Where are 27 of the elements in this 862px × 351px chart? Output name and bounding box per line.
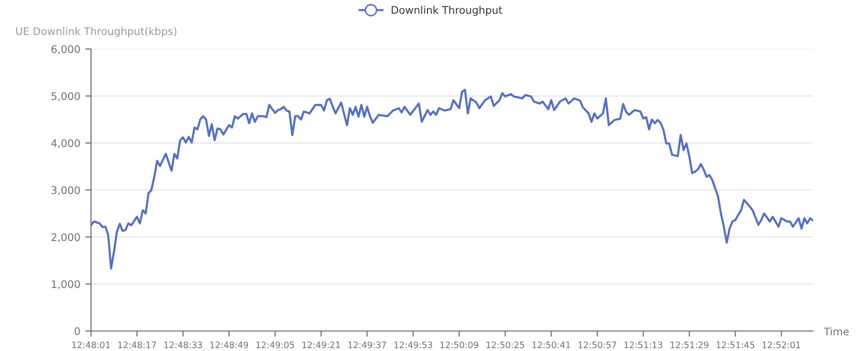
y-tick-label: 3,000 (52, 186, 80, 196)
x-tick-label: 12:48:17 (118, 342, 156, 348)
x-tick-label: 12:49:53 (394, 342, 432, 348)
x-tick-label: 12:49:21 (302, 342, 340, 348)
y-tick-label: 1,000 (52, 280, 80, 290)
x-tick-label: 12:50:57 (578, 342, 616, 348)
x-tick-label: 12:51:29 (670, 342, 708, 348)
y-tick-label: 6,000 (51, 45, 80, 54)
x-axis-title: Time (824, 327, 849, 336)
y-tick-label: 4,000 (51, 139, 80, 148)
line-series (91, 88, 813, 270)
x-tick-label: 12:51:45 (716, 342, 754, 348)
x-tick-label: 12:50:25 (486, 342, 524, 348)
x-tick-label: 12:48:33 (164, 342, 202, 348)
x-tick-label: 12:48:49 (210, 342, 248, 348)
x-tick-label: 12:49:37 (348, 342, 386, 348)
x-tick-label: 12:52:01 (762, 342, 800, 348)
y-tick-label: 2,000 (52, 233, 80, 242)
x-tick-label: 12:50:09 (440, 342, 478, 348)
x-tick-label: 12:51:13 (624, 342, 662, 348)
y-axis-title: UE Downlink Throughput(kbps) (16, 27, 176, 38)
legend-label: Downlink Throughput (392, 6, 502, 16)
y-tick-label: 0 (74, 327, 80, 336)
x-tick-label: 12:48:01 (72, 342, 110, 348)
y-tick-label: 5,000 (52, 92, 80, 102)
x-tick-label: 12:49:05 (256, 342, 294, 348)
x-tick-label: 12:50:41 (532, 342, 570, 348)
